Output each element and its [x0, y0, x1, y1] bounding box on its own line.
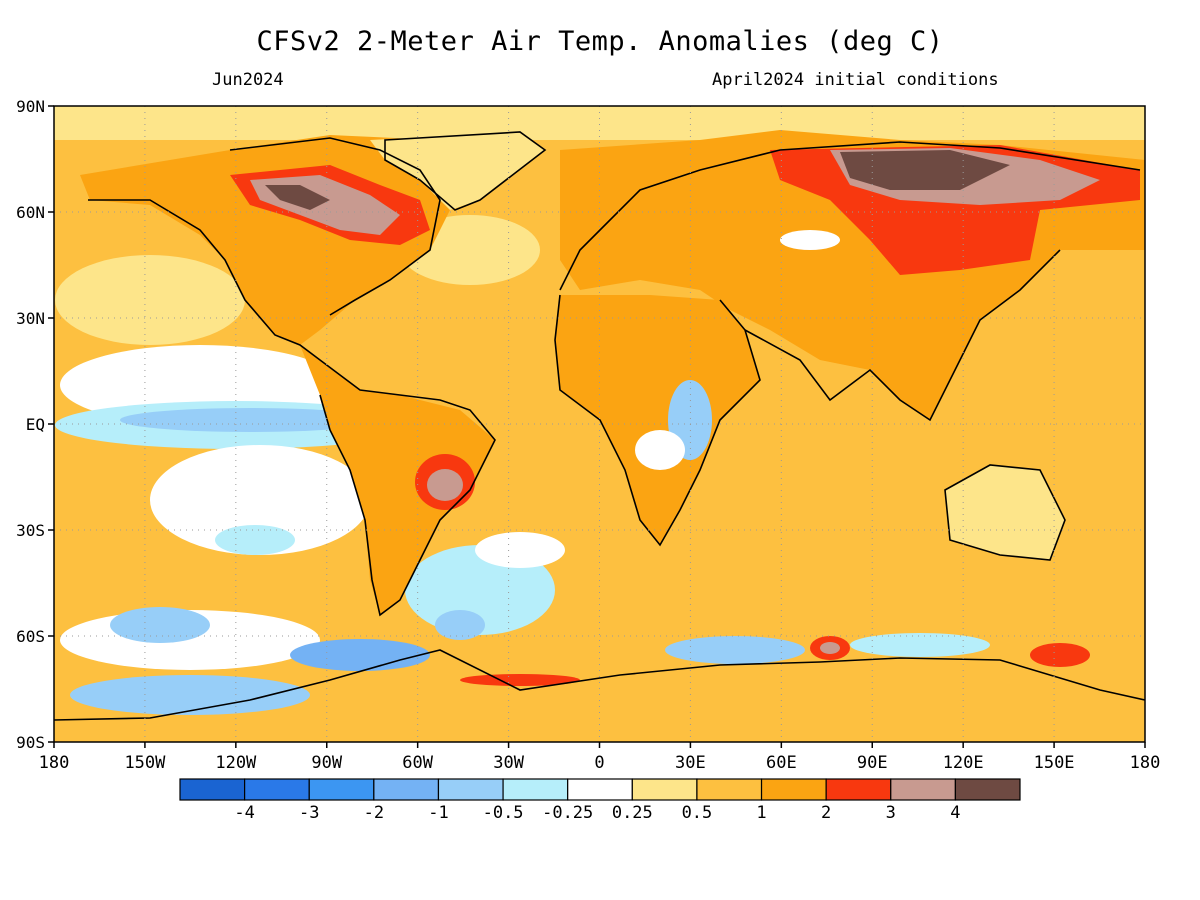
lat-tick-label: EQ — [26, 415, 45, 434]
init-conditions-label: April2024 initial conditions — [712, 70, 999, 90]
coast-antarctica — [54, 649, 1145, 721]
arctic-band — [54, 106, 1145, 140]
so-warm-east — [1030, 643, 1090, 667]
colorbar-label: 0.5 — [682, 803, 713, 823]
land-greenland — [370, 132, 545, 210]
lon-tick-label: 30E — [675, 753, 706, 773]
lon-tick-label: 90W — [311, 753, 342, 773]
coast-africa — [554, 294, 761, 547]
epac-cool2 — [120, 408, 380, 432]
colorbar-swatch — [437, 778, 504, 801]
gridlines — [54, 106, 1145, 742]
lon-tick-label: 150E — [1034, 753, 1075, 773]
lat-tick-label: 60N — [16, 203, 45, 222]
coast-eurasia-north — [559, 141, 1141, 291]
colorbar-swatch — [760, 778, 827, 801]
colorbar-swatch — [179, 778, 246, 801]
colorbar-label: -1 — [428, 803, 448, 823]
colorbar-label: -0.5 — [483, 803, 524, 823]
colorbar-swatch — [567, 778, 633, 801]
brazil-hot — [427, 469, 463, 501]
sepac-cool — [215, 525, 295, 555]
longitude-axis: 180 150W 120W 90W 60W 30W 0 30E 60E 90E 120E 150E 18… — [39, 742, 1161, 773]
colorbar-label: 3 — [886, 803, 896, 823]
lon-tick-label: 120W — [215, 753, 257, 773]
lon-tick-label: 60W — [402, 753, 433, 773]
so-warm-spot-core — [820, 642, 840, 654]
land-australia — [945, 465, 1065, 560]
colorbar-label: 1 — [756, 803, 766, 823]
colorbar-swatch — [502, 778, 569, 801]
lat-tick-label: 90S — [16, 733, 45, 752]
lon-tick-label: 30W — [493, 753, 524, 773]
map-body — [54, 106, 1145, 742]
lon-tick-label: 120E — [943, 753, 984, 773]
colorbar-label: 0.25 — [612, 803, 653, 823]
colorbar-swatch — [308, 778, 375, 801]
coast-na-north — [229, 137, 441, 316]
so-cool-amundsen — [290, 639, 430, 671]
colorbar-swatch — [890, 778, 956, 801]
satl-cool2 — [435, 610, 485, 640]
central-africa-white — [635, 430, 685, 470]
latitude-axis: 90N 60N 30N EQ 30S 60S 90S — [16, 97, 54, 752]
antarctic-warm — [460, 674, 580, 686]
lon-tick-label: 60E — [766, 753, 797, 773]
lon-tick-label: 180 — [1130, 753, 1161, 773]
west-siberia-white — [780, 230, 840, 250]
lon-tick-label: 180 — [39, 753, 70, 773]
colorbar-swatch — [631, 778, 698, 801]
colorbar-label: 4 — [950, 803, 960, 823]
so-cool-sindian — [850, 633, 990, 657]
valid-month-label: Jun2024 — [212, 70, 284, 90]
colorbar-swatch — [373, 778, 440, 801]
land-africa — [555, 295, 760, 545]
sepac-white — [150, 445, 370, 555]
coastlines — [54, 131, 1145, 721]
colorbar-label: -0.25 — [542, 803, 593, 823]
so-cool-indian — [665, 636, 805, 664]
npac-light — [55, 255, 245, 345]
anomaly-shading — [54, 106, 1145, 742]
land-south-america — [300, 345, 495, 615]
colorbar-label: -3 — [299, 803, 319, 823]
colorbar-swatch — [954, 778, 1021, 801]
canada-hottest — [265, 185, 330, 210]
so-cool-w — [110, 607, 210, 643]
lon-tick-label: 90E — [857, 753, 888, 773]
colorbar: -4 -3 -2 -1 -0.5 -0.25 0.25 0.5 1 2 3 4 — [179, 778, 1021, 823]
colorbar-label: -2 — [364, 803, 384, 823]
colorbar-label: 2 — [821, 803, 831, 823]
coast-greenland — [384, 131, 547, 211]
satl-white — [475, 532, 565, 568]
lat-tick-label: 60S — [16, 627, 45, 646]
lat-tick-label: 90N — [16, 97, 45, 116]
lon-tick-label: 150W — [124, 753, 166, 773]
colorbar-label: -4 — [234, 803, 254, 823]
lat-tick-label: 30S — [16, 521, 45, 540]
coast-australia — [944, 464, 1066, 561]
ross-cool — [70, 675, 310, 715]
lon-tick-label: 0 — [594, 753, 604, 773]
colorbar-swatch — [696, 778, 763, 801]
coast-americas-west — [88, 199, 496, 617]
colorbar-swatch — [825, 778, 892, 801]
lat-tick-label: 30N — [16, 309, 45, 328]
coast-asia-south — [744, 249, 1061, 422]
colorbar-swatch — [244, 778, 310, 801]
map-title: CFSv2 2-Meter Air Temp. Anomalies (deg C… — [256, 26, 944, 57]
siberia-hottest — [840, 150, 1010, 190]
